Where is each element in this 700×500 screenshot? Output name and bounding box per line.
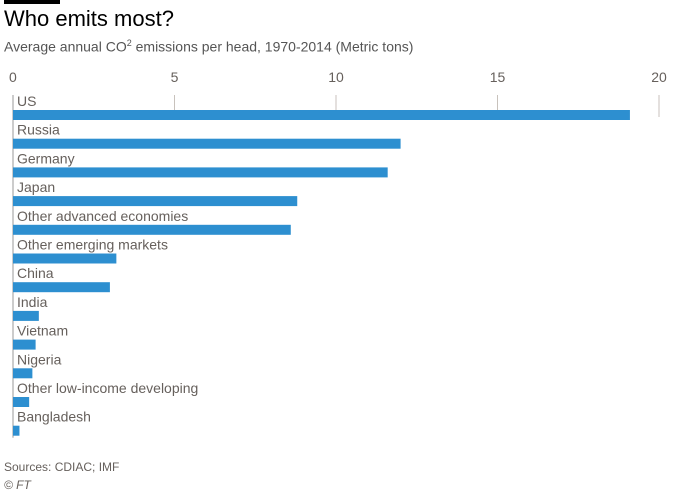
category-label: Other low-income developing bbox=[17, 380, 198, 396]
subtitle-superscript: 2 bbox=[126, 38, 132, 48]
bar bbox=[13, 224, 291, 235]
x-tick-label: 5 bbox=[171, 69, 179, 85]
top-accent-bar bbox=[4, 0, 60, 4]
bar bbox=[13, 310, 39, 321]
chart-title: Who emits most? bbox=[4, 6, 174, 31]
subtitle-text: Average annual CO bbox=[4, 38, 127, 55]
category-label: Russia bbox=[17, 122, 60, 138]
category-label: India bbox=[17, 294, 48, 310]
bar bbox=[13, 368, 33, 379]
x-tick-label: 10 bbox=[328, 69, 344, 85]
category-label: Germany bbox=[17, 150, 75, 166]
bar bbox=[13, 110, 630, 120]
bar bbox=[13, 282, 110, 293]
credit-note: © FT bbox=[4, 478, 31, 492]
x-tick-label: 20 bbox=[651, 69, 667, 85]
bar bbox=[13, 339, 36, 350]
category-label: Nigeria bbox=[17, 351, 62, 367]
bar bbox=[13, 425, 20, 436]
bar bbox=[13, 167, 388, 178]
subtitle-text-rest: emissions per head, 1970-2014 (Metric to… bbox=[131, 38, 414, 55]
category-label: US bbox=[17, 93, 36, 109]
category-label: Vietnam bbox=[17, 323, 68, 339]
bar bbox=[13, 196, 298, 207]
x-tick-label: 15 bbox=[490, 69, 506, 85]
category-label: Other emerging markets bbox=[17, 237, 168, 253]
x-tick-label: 0 bbox=[9, 69, 17, 85]
category-label: Bangladesh bbox=[17, 409, 91, 425]
bar bbox=[13, 138, 401, 149]
bar bbox=[13, 397, 30, 407]
chart-subtitle: Average annual CO2 emissions per head, 1… bbox=[4, 38, 413, 55]
category-label: Japan bbox=[17, 179, 55, 195]
bar-chart: 0 5 10 15 20 US Russia Germany Japan Other advanc… bbox=[9, 69, 667, 438]
category-label: Other advanced economies bbox=[17, 208, 188, 224]
bar bbox=[13, 253, 117, 264]
source-note: Sources: CDIAC; IMF bbox=[4, 460, 120, 474]
category-label: China bbox=[17, 265, 54, 281]
